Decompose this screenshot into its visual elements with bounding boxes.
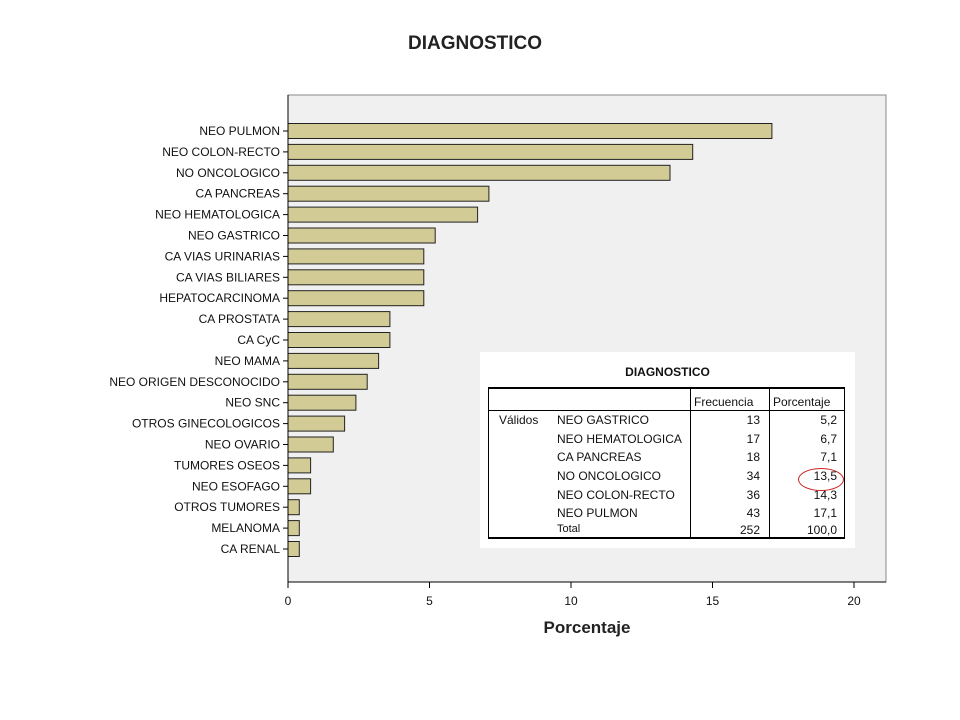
chart-title: DIAGNOSTICO xyxy=(408,33,542,54)
category-label: NEO ESOFAGO xyxy=(192,479,280,493)
row-freq: 17 xyxy=(746,432,760,446)
row-freq: 36 xyxy=(746,488,760,502)
bar xyxy=(287,520,300,537)
category-label: NEO OVARIO xyxy=(205,438,280,452)
bar xyxy=(287,123,773,139)
bar xyxy=(287,457,312,474)
bar xyxy=(287,206,479,223)
bar xyxy=(287,311,391,328)
category-label: HEPATOCARCINOMA xyxy=(159,291,280,305)
bar xyxy=(287,415,346,432)
category-label: NEO ORIGEN DESCONOCIDO xyxy=(109,375,280,389)
row-freq: 43 xyxy=(746,506,760,520)
category-label: CA PANCREAS xyxy=(196,187,280,201)
bar xyxy=(287,394,357,411)
category-label: NO ONCOLOGICO xyxy=(176,166,280,180)
category-label: CA VIAS BILIARES xyxy=(176,270,280,284)
bar xyxy=(287,248,425,265)
bar xyxy=(287,436,334,453)
category-label: NEO SNC xyxy=(225,396,280,410)
bar xyxy=(287,332,391,348)
row-freq: 13 xyxy=(746,413,760,427)
row-pct: 5,2 xyxy=(820,413,837,427)
row-label: NEO GASTRICO xyxy=(557,413,650,427)
bar xyxy=(287,143,694,160)
category-label: OTROS GINECOLOGICOS xyxy=(132,417,280,431)
bar xyxy=(287,269,425,286)
category-label: NEO COLON-RECTO xyxy=(162,145,280,159)
table-header-rule xyxy=(489,410,844,411)
bar xyxy=(287,373,368,390)
category-label: CA VIAS URINARIAS xyxy=(165,249,280,263)
row-label: NEO PULMON xyxy=(557,506,638,520)
category-label: CA RENAL xyxy=(221,542,281,556)
row-label: NEO COLON-RECTO xyxy=(557,488,675,502)
category-label: OTROS TUMORES xyxy=(174,500,280,514)
row-label: CA PANCREAS xyxy=(557,450,642,464)
bar xyxy=(287,185,490,202)
highlight-circle xyxy=(798,468,844,491)
category-label: NEO HEMATOLOGICA xyxy=(155,208,280,222)
row-freq: 252 xyxy=(739,523,760,537)
bar xyxy=(287,499,300,516)
table-divider xyxy=(690,389,691,537)
x-ticks: 0 5 10 15 20 xyxy=(285,582,861,608)
table-title: DIAGNOSTICO xyxy=(625,365,710,379)
row-label: Total xyxy=(557,523,581,535)
category-label: MELANOMA xyxy=(211,521,280,535)
category-label: TUMORES OSEOS xyxy=(174,458,280,472)
bar xyxy=(287,227,436,244)
bar xyxy=(287,352,380,369)
row-label: NEO HEMATOLOGICA xyxy=(557,432,682,446)
row-freq: 34 xyxy=(746,469,760,483)
x-tick-label: 10 xyxy=(564,594,578,608)
x-axis-label: Porcentaje xyxy=(544,618,631,637)
row-pct: 100,0 xyxy=(806,523,837,537)
x-tick-label: 20 xyxy=(847,594,861,608)
row-pct: 17,1 xyxy=(813,506,837,520)
category-label: NEO PULMON xyxy=(199,124,280,138)
category-label: CA CyC xyxy=(237,333,280,347)
bar xyxy=(287,164,671,181)
category-label: CA PROSTATA xyxy=(199,312,280,326)
bar xyxy=(287,478,312,495)
row-pct: 6,7 xyxy=(820,432,837,446)
table-grid: Frecuencia Porcentaje Válidos NEO GASTRI… xyxy=(488,387,845,539)
header-frecuencia: Frecuencia xyxy=(694,395,754,409)
x-tick-label: 5 xyxy=(426,594,433,608)
row-pct: 7,1 xyxy=(820,450,837,464)
frequency-table: DIAGNOSTICO Frecuencia Porcentaje Válido… xyxy=(480,352,855,548)
group-label: Válidos xyxy=(499,413,539,427)
row-freq: 18 xyxy=(746,450,760,464)
x-tick-label: 15 xyxy=(706,594,720,608)
table-divider xyxy=(769,389,770,537)
bar xyxy=(287,541,300,557)
header-porcentaje: Porcentaje xyxy=(773,395,831,409)
bar xyxy=(287,290,425,307)
row-label: NO ONCOLOGICO xyxy=(557,469,662,483)
category-labels: NEO PULMON NEO COLON-RECTO NO ONCOLOGICO CA… xyxy=(109,124,288,556)
x-tick-label: 0 xyxy=(285,594,292,608)
category-label: NEO GASTRICO xyxy=(188,229,280,243)
category-label: NEO MAMA xyxy=(215,354,280,368)
row-pct: 14,3 xyxy=(813,488,837,502)
